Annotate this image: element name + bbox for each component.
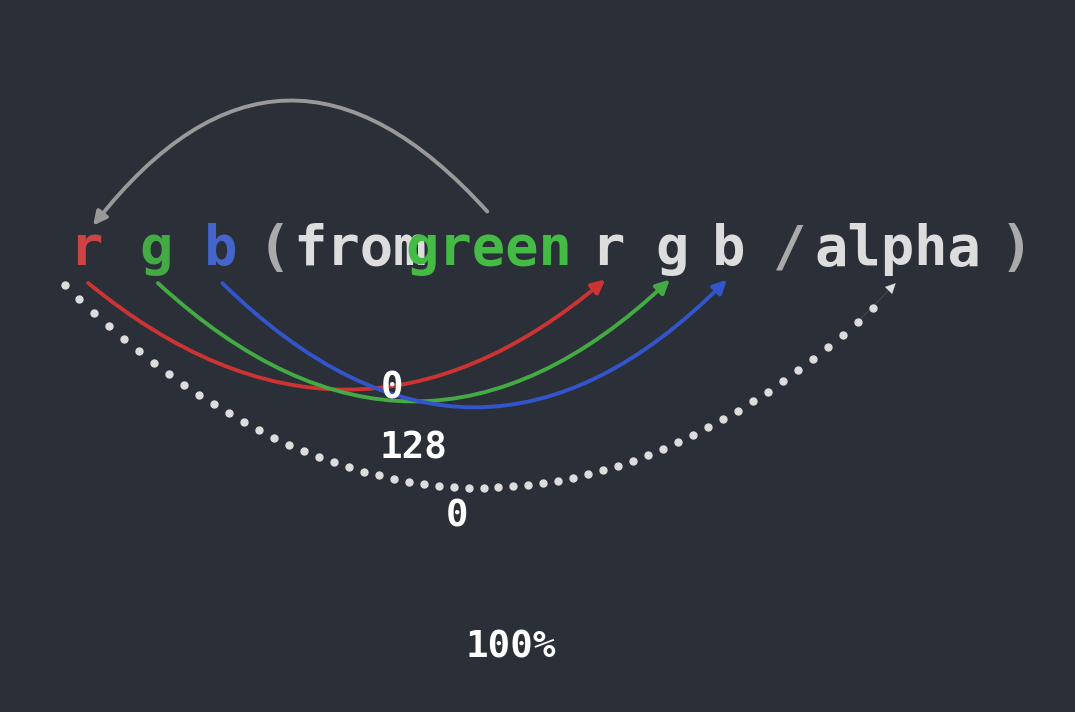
Text: b: b	[712, 223, 746, 276]
Text: r: r	[590, 223, 625, 276]
Text: alpha: alpha	[814, 223, 981, 276]
Text: 100%: 100%	[465, 630, 556, 666]
FancyArrowPatch shape	[158, 283, 666, 402]
Text: g: g	[655, 223, 689, 276]
FancyArrowPatch shape	[96, 100, 487, 222]
Text: (: (	[257, 223, 291, 276]
FancyArrowPatch shape	[88, 282, 602, 389]
Text: g: g	[139, 223, 173, 276]
Text: green: green	[405, 223, 573, 276]
Text: from: from	[293, 223, 427, 276]
Text: 0: 0	[381, 370, 404, 406]
Text: r: r	[69, 223, 103, 276]
Text: ): )	[999, 223, 1033, 276]
Text: b: b	[203, 223, 238, 276]
FancyArrowPatch shape	[223, 283, 723, 407]
Text: 0: 0	[445, 498, 469, 534]
Text: /: /	[773, 223, 807, 276]
Text: 128: 128	[379, 431, 448, 466]
